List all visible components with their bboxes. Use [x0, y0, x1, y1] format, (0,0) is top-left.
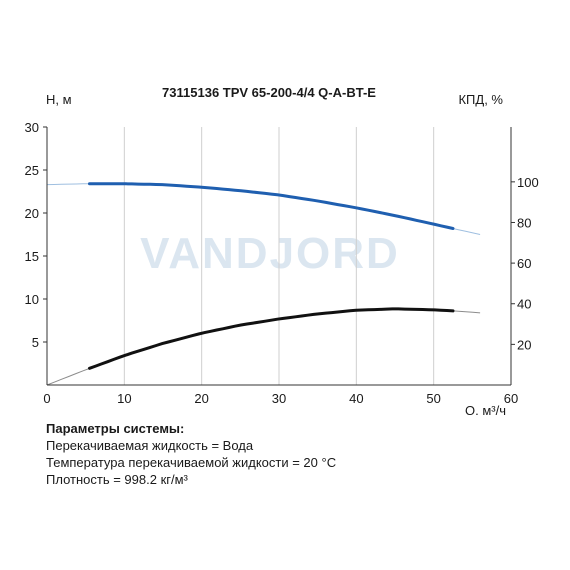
x-tick-label: 60	[504, 391, 518, 406]
system-parameters: Параметры системы: Перекачиваемая жидкос…	[46, 420, 336, 488]
y-right-tick-label: 60	[517, 256, 531, 271]
x-tick-label: 50	[426, 391, 440, 406]
param-liquid: Перекачиваемая жидкость = Вода	[46, 438, 254, 453]
x-tick-label: 10	[117, 391, 131, 406]
y-left-tick-label: 30	[25, 120, 39, 135]
x-tick-label: 20	[194, 391, 208, 406]
y-right-tick-label: 20	[517, 337, 531, 352]
y-right-tick-label: 80	[517, 215, 531, 230]
pump-curve-chart: VANDJORD 0 10 20 30 40 50 60 5 10 15 20 25 30 20 40 60 8…	[25, 85, 539, 415]
system-parameters-heading: Параметры системы:	[46, 421, 185, 436]
head-curve-full	[46, 183, 481, 235]
tick-labels: 0 10 20 30 40 50 60 5 10 15 20 25 30 20 40 60 80 100	[25, 120, 539, 406]
chart-title: 73115136 TPV 65-200-4/4 Q-A-BT-E	[162, 85, 376, 100]
x-tick-label: 0	[43, 391, 50, 406]
x-axis-label: Q, м³/ч	[465, 403, 506, 415]
grid-lines	[123, 127, 435, 385]
y-left-tick-label: 15	[25, 249, 39, 264]
x-tick-label: 40	[349, 391, 363, 406]
y-left-tick-label: 5	[32, 335, 39, 350]
y-axis-right-label: КПД, %	[458, 92, 503, 107]
y-left-tick-label: 25	[25, 163, 39, 178]
param-density: Плотность = 998.2 кг/м³	[46, 472, 188, 487]
y-right-tick-label: 100	[517, 175, 539, 190]
y-right-tick-label: 40	[517, 297, 531, 312]
watermark-text: VANDJORD	[140, 229, 400, 278]
x-tick-label: 30	[272, 391, 286, 406]
y-axis-left-label: H, м	[46, 92, 72, 107]
y-left-tick-label: 20	[25, 206, 39, 221]
curves	[46, 182, 481, 386]
y-left-tick-label: 10	[25, 292, 39, 307]
head-curve-operating	[88, 182, 455, 230]
efficiency-curve-operating	[88, 307, 455, 370]
param-temperature: Температура перекачиваемой жидкости = 20…	[46, 455, 337, 470]
